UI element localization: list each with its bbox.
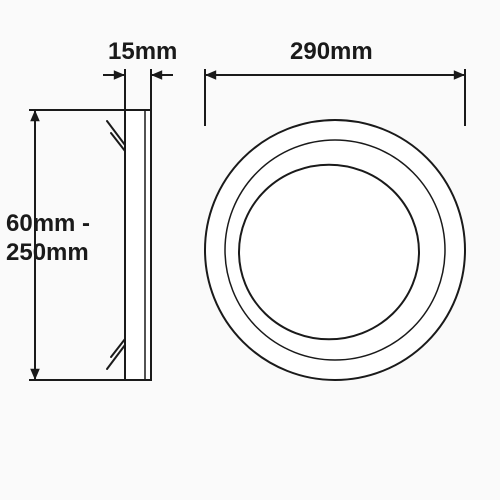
- height-range-label: 60mm - 250mm: [6, 210, 90, 268]
- diameter-label: 290mm: [290, 38, 373, 67]
- dimension-diagram: 60mm - 250mm 15mm 290mm: [0, 0, 500, 500]
- thickness-label: 15mm: [108, 38, 177, 67]
